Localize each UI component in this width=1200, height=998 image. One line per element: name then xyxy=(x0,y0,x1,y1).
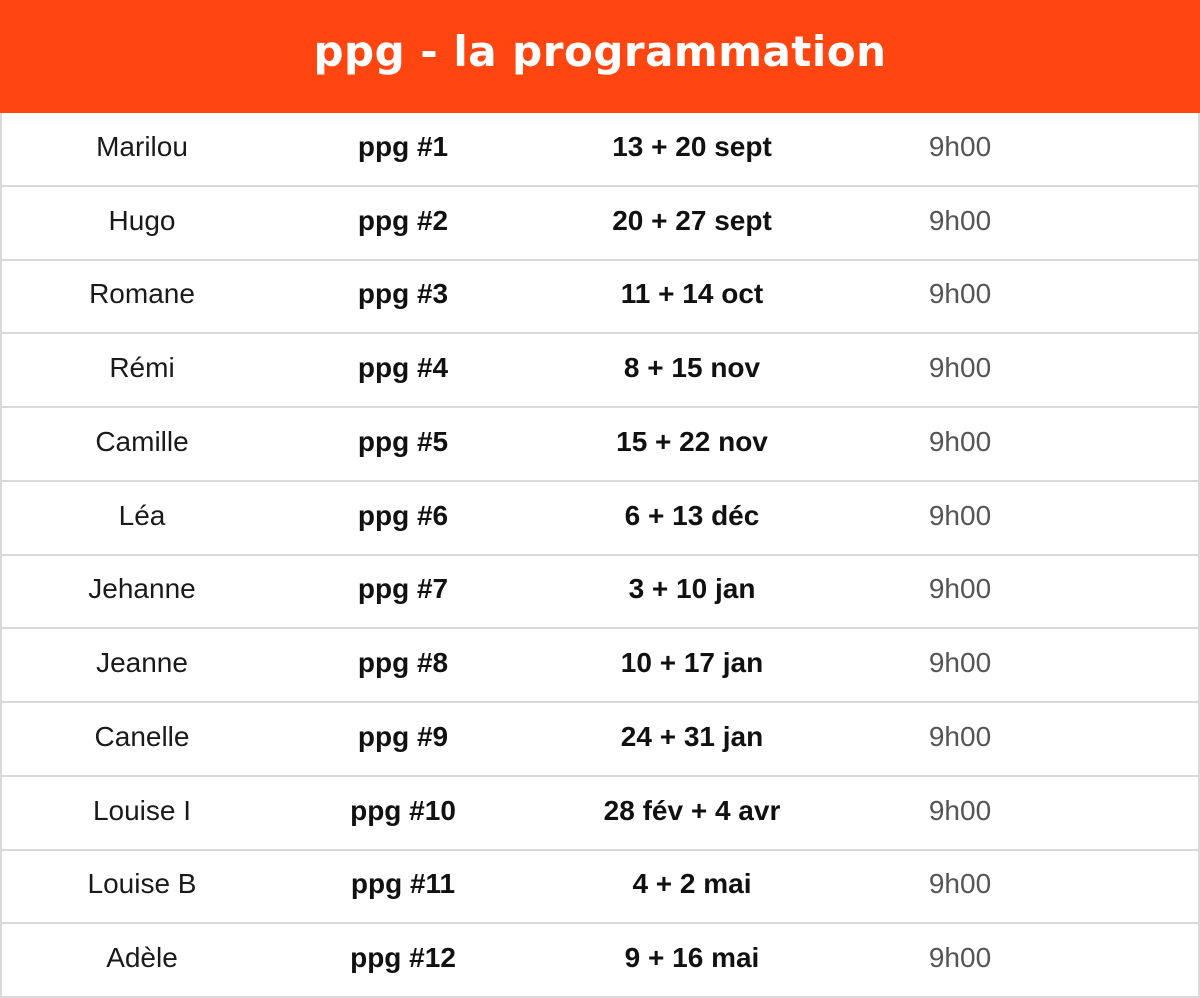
session-time: 9h00 xyxy=(928,425,992,457)
presenter-name: Rémi xyxy=(109,352,175,384)
session-time: 9h00 xyxy=(928,794,992,826)
table-row: Jeanne ppg #8 10 + 17 jan 9h00 xyxy=(2,629,1198,703)
session-code: ppg #3 xyxy=(357,278,449,310)
session-dates: 4 + 2 mai xyxy=(632,868,752,900)
table-row: Adèle ppg #12 9 + 16 mai 9h00 xyxy=(2,924,1198,998)
session-dates: 13 + 20 sept xyxy=(612,130,772,162)
session-time: 9h00 xyxy=(928,352,992,384)
session-dates: 8 + 15 nov xyxy=(623,352,761,384)
session-dates: 6 + 13 déc xyxy=(624,499,760,531)
presenter-name: Léa xyxy=(118,499,166,531)
session-dates: 28 fév + 4 avr xyxy=(603,794,781,826)
presenter-name: Romane xyxy=(89,278,195,310)
session-code: ppg #10 xyxy=(350,794,456,826)
table-row: Louise B ppg #11 4 + 2 mai 9h00 xyxy=(2,851,1198,925)
session-code: ppg #9 xyxy=(357,720,449,752)
session-dates: 9 + 16 mai xyxy=(624,942,760,974)
page-header: ppg - la programmation xyxy=(0,0,1200,113)
table-row: Marilou ppg #1 13 + 20 sept 9h00 xyxy=(2,113,1198,187)
session-code: ppg #6 xyxy=(357,499,449,531)
table-row: Canelle ppg #9 24 + 31 jan 9h00 xyxy=(2,703,1198,777)
session-code: ppg #4 xyxy=(357,352,449,384)
session-dates: 20 + 27 sept xyxy=(612,204,772,236)
presenter-name: Louise B xyxy=(87,868,197,900)
session-time: 9h00 xyxy=(928,573,992,605)
session-time: 9h00 xyxy=(928,647,992,679)
session-code: ppg #11 xyxy=(350,868,456,900)
session-time: 9h00 xyxy=(928,499,992,531)
session-dates: 3 + 10 jan xyxy=(628,573,756,605)
presenter-name: Marilou xyxy=(96,130,188,162)
page-title: ppg - la programmation xyxy=(313,27,887,76)
presenter-name: Camille xyxy=(95,425,189,457)
table-row: Jehanne ppg #7 3 + 10 jan 9h00 xyxy=(2,556,1198,630)
session-dates: 11 + 14 oct xyxy=(620,278,764,310)
presenter-name: Louise I xyxy=(92,794,192,826)
presenter-name: Canelle xyxy=(94,720,190,752)
table-row: Louise I ppg #10 28 fév + 4 avr 9h00 xyxy=(2,777,1198,851)
table-row: Camille ppg #5 15 + 22 nov 9h00 xyxy=(2,408,1198,482)
session-dates: 15 + 22 nov xyxy=(616,425,768,457)
presenter-name: Adèle xyxy=(106,942,178,974)
session-code: ppg #12 xyxy=(350,942,456,974)
table-row: Rémi ppg #4 8 + 15 nov 9h00 xyxy=(2,334,1198,408)
schedule-table: Marilou ppg #1 13 + 20 sept 9h00 Hugo pp… xyxy=(0,113,1200,998)
session-time: 9h00 xyxy=(928,130,992,162)
presenter-name: Hugo xyxy=(108,204,176,236)
session-dates: 10 + 17 jan xyxy=(620,647,764,679)
presenter-name: Jeanne xyxy=(96,647,188,679)
session-code: ppg #5 xyxy=(357,425,449,457)
session-dates: 24 + 31 jan xyxy=(620,720,764,752)
session-time: 9h00 xyxy=(928,942,992,974)
table-row: Léa ppg #6 6 + 13 déc 9h00 xyxy=(2,482,1198,556)
session-code: ppg #7 xyxy=(357,573,449,605)
table-row: Romane ppg #3 11 + 14 oct 9h00 xyxy=(2,261,1198,335)
table-row: Hugo ppg #2 20 + 27 sept 9h00 xyxy=(2,187,1198,261)
session-time: 9h00 xyxy=(928,204,992,236)
session-code: ppg #8 xyxy=(357,647,449,679)
session-code: ppg #1 xyxy=(357,130,449,162)
presenter-name: Jehanne xyxy=(88,573,196,605)
session-time: 9h00 xyxy=(928,720,992,752)
session-time: 9h00 xyxy=(928,868,992,900)
session-code: ppg #2 xyxy=(357,204,449,236)
session-time: 9h00 xyxy=(928,278,992,310)
